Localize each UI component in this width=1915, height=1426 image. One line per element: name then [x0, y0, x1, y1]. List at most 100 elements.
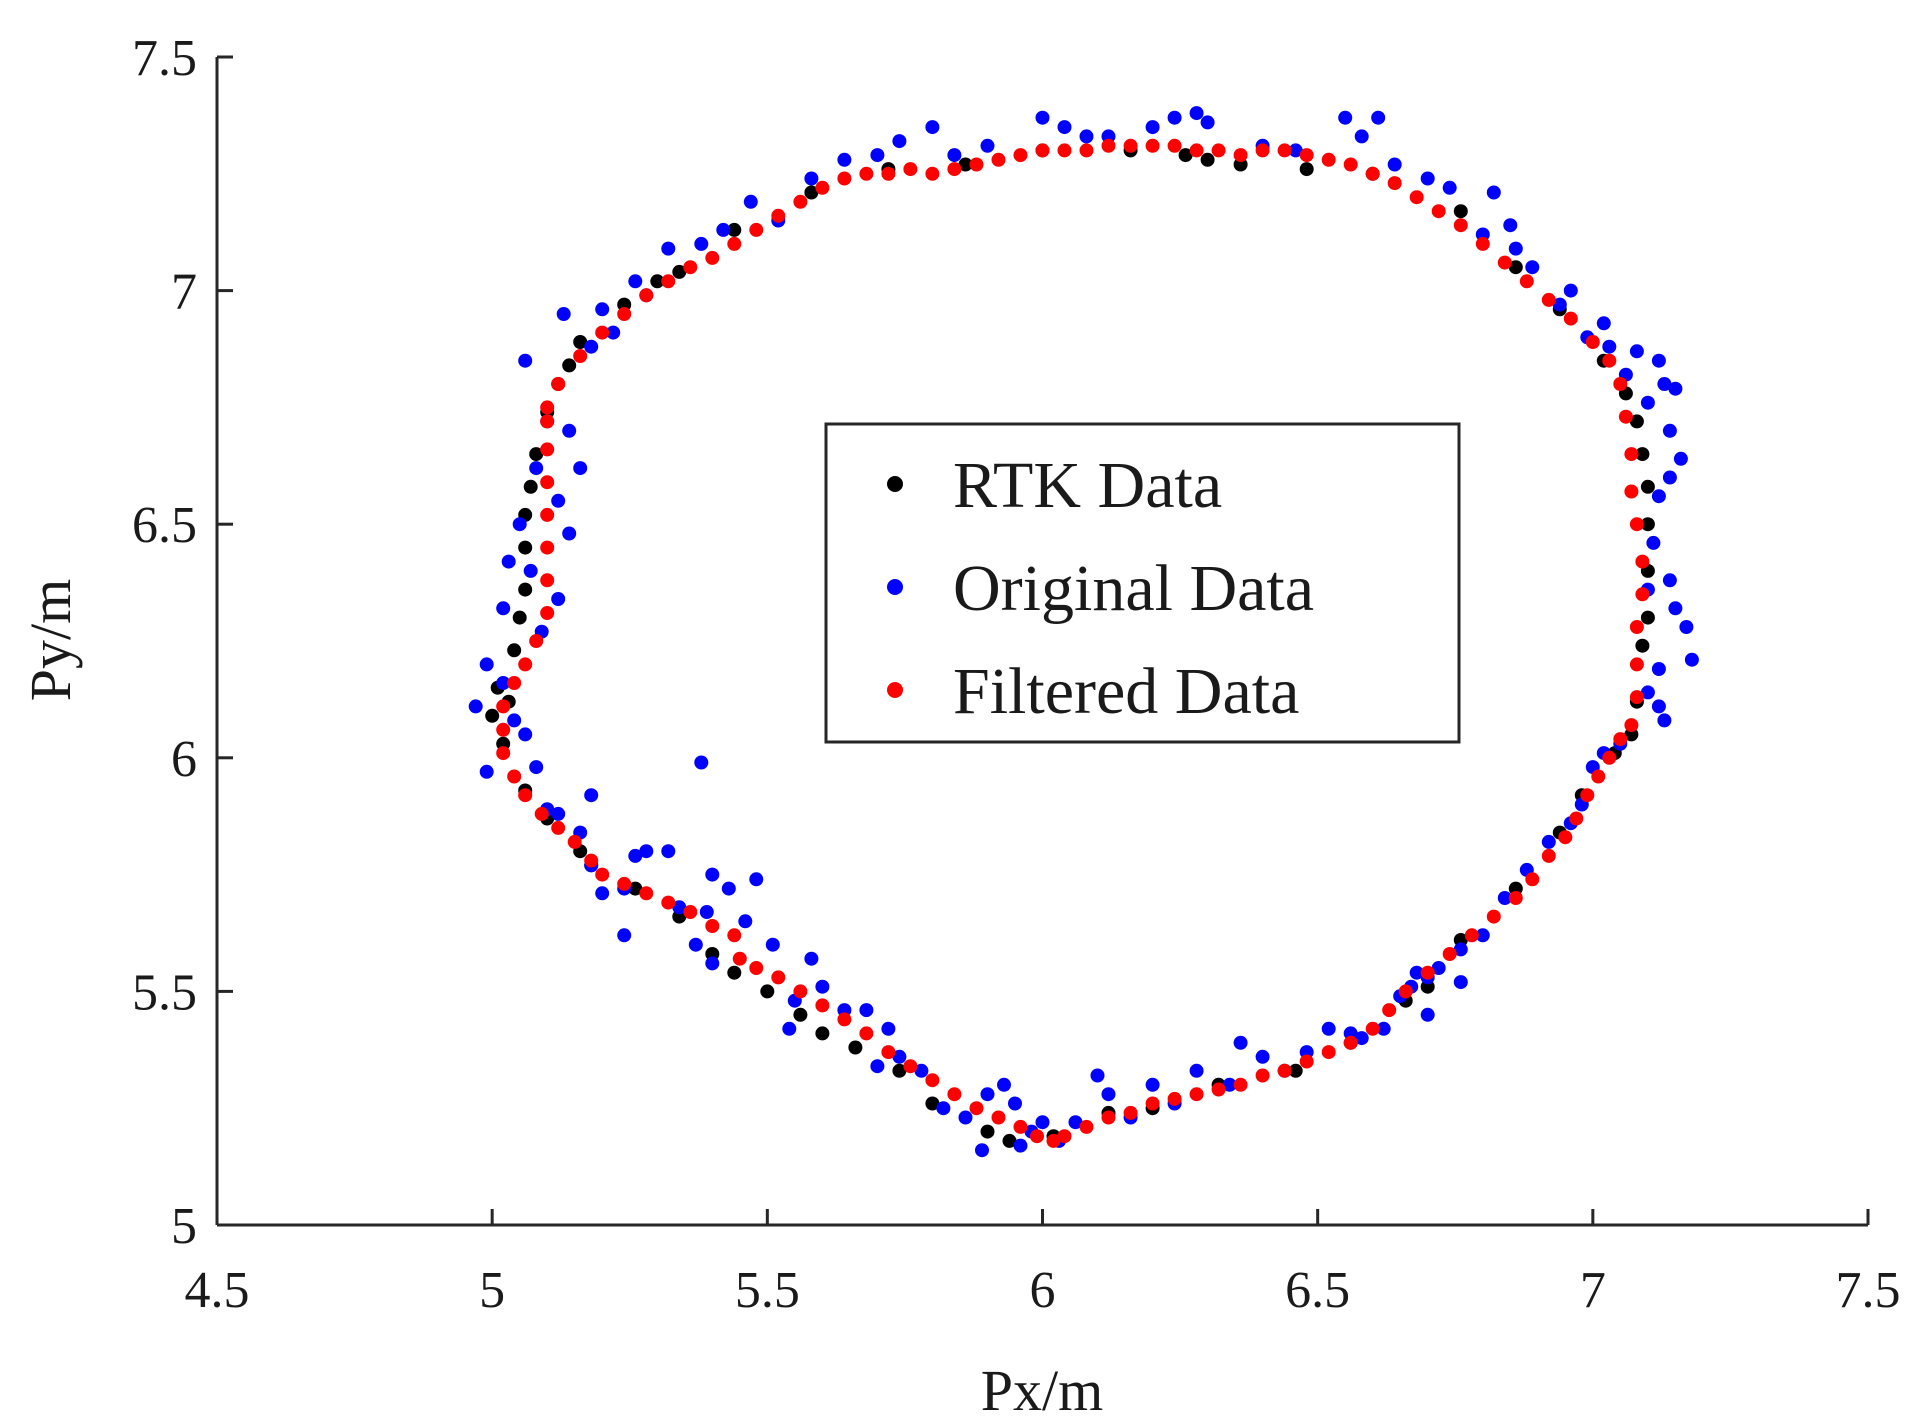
original-point: [1371, 110, 1386, 125]
filtered-point: [1365, 1021, 1380, 1036]
filtered-point: [595, 325, 610, 340]
original-point: [1668, 381, 1683, 396]
filtered-point: [518, 657, 533, 672]
original-point: [628, 274, 643, 289]
filtered-point: [1624, 484, 1639, 499]
filtered-point: [1629, 517, 1644, 532]
original-point: [980, 1087, 995, 1102]
x-tick-label: 7.5: [1836, 1262, 1901, 1319]
filtered-point: [534, 806, 549, 821]
original-point: [743, 194, 758, 209]
filtered-point: [661, 895, 676, 910]
original-point: [837, 152, 852, 167]
filtered-point: [617, 307, 632, 321]
filtered-point: [1624, 447, 1639, 462]
rtk-point: [1508, 260, 1523, 275]
filtered-point: [1189, 143, 1204, 158]
x-tick-label: 7: [1580, 1262, 1606, 1319]
original-point: [1673, 451, 1688, 466]
legend-marker-rtk: [887, 476, 903, 492]
filtered-point: [881, 166, 896, 181]
rtk-point: [958, 157, 973, 172]
original-point: [551, 806, 566, 821]
original-point: [1354, 129, 1369, 144]
filtered-point: [1057, 143, 1072, 158]
filtered-point: [1497, 255, 1512, 270]
original-point: [859, 1003, 874, 1018]
filtered-point: [639, 886, 654, 901]
original-point: [1497, 891, 1512, 905]
rtk-point: [760, 984, 775, 999]
original-point: [694, 755, 709, 770]
original-point: [1668, 601, 1683, 616]
original-point: [1629, 344, 1644, 359]
filtered-point: [1343, 157, 1358, 172]
y-axis-label: Py/m: [18, 579, 83, 702]
rtk-point: [1002, 1133, 1017, 1148]
rtk-point: [529, 447, 544, 462]
filtered-point: [1541, 848, 1556, 863]
filtered-point: [859, 1026, 874, 1041]
original-point: [1651, 489, 1666, 504]
filtered-point: [1382, 1003, 1397, 1018]
filtered-point: [947, 162, 962, 177]
original-point: [562, 526, 577, 541]
original-point: [1288, 143, 1303, 158]
original-point: [1640, 685, 1655, 700]
y-tick-label: 7: [171, 264, 197, 321]
filtered-point: [969, 157, 984, 172]
original-point: [496, 676, 511, 690]
original-point: [1453, 942, 1468, 957]
filtered-point: [1618, 409, 1633, 424]
filtered-point: [1398, 984, 1413, 999]
x-tick-label: 4.5: [185, 1262, 250, 1319]
filtered-point: [1321, 1045, 1336, 1060]
original-point: [1662, 573, 1677, 588]
filtered-point: [859, 166, 874, 181]
original-point: [1387, 157, 1402, 172]
filtered-point: [732, 951, 747, 966]
filtered-point: [837, 171, 852, 186]
data-points: [468, 106, 1699, 1158]
filtered-point: [991, 1110, 1006, 1125]
filtered-point: [1255, 1068, 1270, 1083]
rtk-point: [727, 222, 742, 237]
original-point: [1420, 1007, 1435, 1022]
original-point: [1068, 1115, 1083, 1130]
original-point: [694, 236, 709, 251]
original-point: [738, 914, 753, 929]
rtk-point: [1640, 517, 1655, 532]
rtk-point: [628, 881, 643, 896]
original-point: [1222, 1077, 1237, 1092]
filtered-point: [540, 475, 555, 490]
original-point: [1525, 260, 1540, 275]
original-point: [479, 657, 494, 672]
original-point: [529, 461, 544, 476]
filtered-point: [1525, 872, 1540, 887]
original-point: [661, 844, 676, 859]
filtered-point: [925, 1073, 940, 1088]
x-tick-label: 5: [479, 1262, 505, 1319]
rtk-point: [1178, 148, 1193, 163]
original-point: [1409, 965, 1424, 980]
original-point: [705, 867, 720, 882]
filtered-point: [1635, 587, 1650, 602]
original-point: [551, 592, 566, 606]
filtered-point: [793, 194, 808, 209]
original-point: [562, 423, 577, 438]
original-point: [936, 1101, 951, 1116]
rtk-point: [512, 610, 527, 625]
filtered-point: [1442, 947, 1457, 961]
filtered-point: [1057, 1129, 1072, 1144]
filtered-point: [1233, 1077, 1248, 1092]
rtk-point: [1640, 610, 1655, 625]
rtk-point: [727, 965, 742, 980]
original-point: [1101, 1087, 1116, 1102]
original-point: [1354, 1031, 1369, 1046]
original-point: [1503, 218, 1518, 233]
x-tick-label: 6.5: [1285, 1262, 1350, 1319]
original-point: [1079, 129, 1094, 144]
original-point: [1679, 620, 1694, 634]
filtered-point: [540, 606, 555, 620]
original-point: [523, 563, 538, 578]
